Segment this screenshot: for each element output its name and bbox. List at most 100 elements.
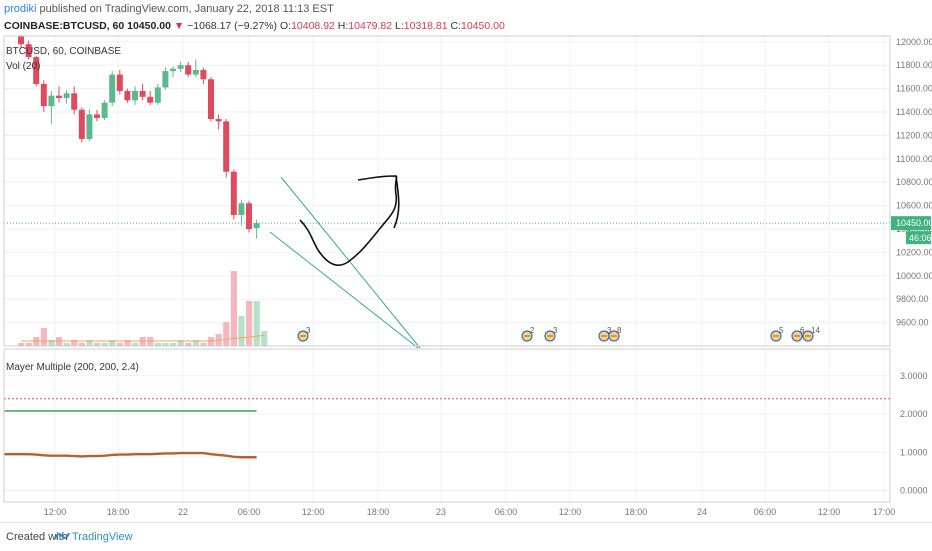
countdown-tag [906, 231, 931, 245]
volume-bar [86, 340, 93, 346]
low-label: L:10318.81 [395, 20, 448, 32]
grid-lines [4, 36, 890, 502]
candle-body [208, 79, 214, 120]
candle-body [139, 90, 146, 97]
candlesticks [4, 34, 890, 239]
candle-body [192, 69, 199, 75]
badge-count: 2 [530, 326, 535, 335]
volume-bar [253, 301, 260, 346]
down-arrow-icon: ▼ [173, 20, 185, 32]
candle-body [63, 93, 70, 98]
main-pane-frame [3, 35, 891, 347]
volume-bar [177, 340, 184, 346]
tradingview-link[interactable]: TradingView [72, 531, 133, 543]
volume-bar [238, 316, 245, 346]
price-tick-label: 9600.00 [896, 318, 929, 328]
time-tick-label: 18:00 [107, 507, 130, 517]
volume-bar [94, 343, 101, 346]
volume-bar [71, 340, 78, 346]
close-label: C:10450.00 [450, 20, 505, 32]
volume-bar [132, 343, 139, 346]
time-tick-label: 24 [697, 507, 707, 517]
volume-bar [192, 340, 199, 346]
time-tick-label: 18:00 [367, 507, 390, 517]
badge-count: 3 [553, 326, 558, 335]
time-tick-label: 12:00 [44, 507, 67, 517]
candle-body [215, 119, 222, 122]
trendline-lower [269, 231, 419, 349]
badge-count: 14 [811, 326, 820, 335]
badge-count: 3 [607, 326, 612, 335]
author-link[interactable]: prodiki [4, 3, 37, 15]
price-tick-label: 11000.00 [896, 154, 932, 164]
candle-body [78, 109, 85, 139]
candle-body [71, 93, 78, 110]
publish-info: prodiki published on TradingView.com, Ja… [4, 3, 334, 15]
last-price-label: 10450.00 [896, 218, 932, 228]
candle-body [18, 36, 24, 45]
price-tick-label: 10800.00 [896, 177, 932, 187]
candle-body [124, 90, 131, 101]
symbol-info: COINBASE:BTCUSD, 60 10450.00 ▼ −1068.17 … [4, 20, 505, 32]
price-tick-label: 11400.00 [896, 107, 932, 117]
axes: 12:00 18:00 22 06:00 12:00 18:00 2 3 06:00 12:00 1… [3, 35, 932, 517]
candle-body [170, 68, 176, 72]
volume-ma-line [21, 334, 265, 342]
volume-bar [18, 343, 25, 346]
volume-bar [200, 343, 207, 346]
candle-body [132, 90, 138, 101]
price-tick-label: 11600.00 [896, 84, 932, 94]
countdown-label: 46:06 [909, 233, 932, 243]
last-price-tag [891, 216, 931, 231]
chart-canvas[interactable]: 3 2 3 3 8 5 6 14 12:00 18:00 22 06:00 12:00 18:00 23 0… [0, 0, 932, 522]
volume-bar [223, 322, 230, 346]
time-tick-label: 17:00 [873, 507, 896, 517]
candle-body [94, 114, 100, 118]
candle-body [86, 114, 93, 139]
indicator-pane-label: Mayer Multiple (200, 200, 2.4) [6, 362, 139, 373]
candle-body [230, 171, 237, 215]
time-tick-label: 18:00 [625, 507, 648, 517]
indicator-tick-label: 1.0000 [900, 447, 928, 457]
event-badges: 3 2 3 3 8 5 6 14 [297, 326, 820, 342]
change-value: −1068.17 (−9.27%) [187, 20, 278, 32]
published-text: published on TradingView.com, January 22… [39, 3, 334, 15]
volume-bar [109, 340, 116, 346]
candle-body [147, 96, 154, 103]
price-tick-label: 12000.00 [896, 37, 932, 47]
close-value: 10450.00 [127, 20, 171, 32]
volume-bar [116, 343, 123, 346]
time-tick-label: 06:00 [495, 507, 518, 517]
volume-bar [185, 343, 192, 346]
candle-body [177, 65, 184, 69]
indicator-tick-label: 3.0000 [900, 371, 928, 381]
open-label: O:10408.92 [279, 20, 335, 32]
volume-bar [230, 271, 237, 346]
candle-body [56, 95, 62, 98]
candle-body [48, 95, 55, 107]
price-tick-label: 10200.00 [896, 247, 932, 257]
volume-bar [154, 343, 161, 346]
time-tick-label: 12:00 [818, 507, 841, 517]
time-tick-label: 12:00 [559, 507, 582, 517]
time-tick-label: 22 [178, 507, 188, 517]
volume-bar [63, 343, 70, 346]
badge-count: 3 [306, 326, 311, 335]
price-tick-label: 10000.00 [896, 271, 932, 281]
mayer-brown-line [4, 451, 257, 459]
volume-bar [208, 337, 215, 346]
candle-body [253, 223, 260, 228]
badge-count: 5 [779, 326, 784, 335]
volume-bar [162, 343, 169, 346]
volume-bar [261, 331, 268, 346]
volume-bar [25, 343, 32, 346]
price-tick-label: 10600.00 [896, 201, 932, 211]
time-tick-label: 06:00 [754, 507, 777, 517]
time-tick-label: 12:00 [302, 507, 325, 517]
freehand-arrow-drawing [299, 175, 398, 266]
badge-count: 6 [800, 326, 805, 335]
volume-bar [48, 340, 55, 346]
high-label: H:10479.82 [337, 20, 393, 32]
indicator-tick-label: 2.0000 [900, 409, 928, 419]
volume-bar [246, 301, 253, 346]
